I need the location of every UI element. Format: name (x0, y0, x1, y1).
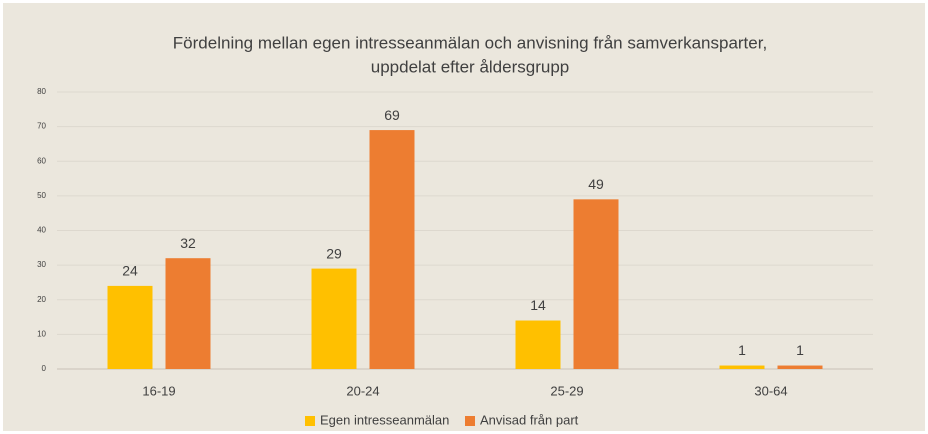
x-tick-label: 16-19 (142, 383, 175, 398)
chart-title: Fördelning mellan egen intresseanmälan o… (173, 33, 767, 52)
bar (719, 365, 765, 369)
y-tick-label: 30 (37, 260, 46, 269)
legend-swatch (465, 416, 475, 426)
chart-background (3, 3, 925, 431)
data-label: 69 (384, 107, 400, 123)
bar (573, 199, 619, 369)
y-tick-label: 10 (37, 329, 46, 338)
y-tick-label: 50 (37, 191, 46, 200)
legend-swatch (305, 416, 315, 426)
y-tick-label: 40 (37, 226, 46, 235)
chart-title: uppdelat efter åldersgrupp (371, 57, 569, 76)
bar (165, 258, 211, 369)
bar (369, 130, 415, 369)
bar (107, 285, 153, 369)
data-label: 29 (326, 245, 342, 261)
bar (311, 268, 357, 369)
y-tick-label: 60 (37, 156, 46, 165)
x-tick-label: 25-29 (550, 383, 583, 398)
data-label: 1 (738, 342, 746, 358)
x-tick-label: 30-64 (754, 383, 787, 398)
data-label: 32 (180, 235, 196, 251)
y-tick-label: 70 (37, 122, 46, 131)
y-tick-label: 20 (37, 295, 46, 304)
data-label: 24 (122, 263, 138, 279)
y-tick-label: 80 (37, 87, 46, 96)
bar (515, 320, 561, 369)
data-label: 49 (588, 176, 604, 192)
bar (777, 365, 823, 369)
legend-label: Anvisad från part (480, 412, 579, 427)
data-label: 1 (796, 342, 804, 358)
legend-label: Egen intresseanmälan (320, 412, 449, 427)
y-tick-label: 0 (42, 364, 47, 373)
x-tick-label: 20-24 (346, 383, 379, 398)
data-label: 14 (530, 297, 546, 313)
